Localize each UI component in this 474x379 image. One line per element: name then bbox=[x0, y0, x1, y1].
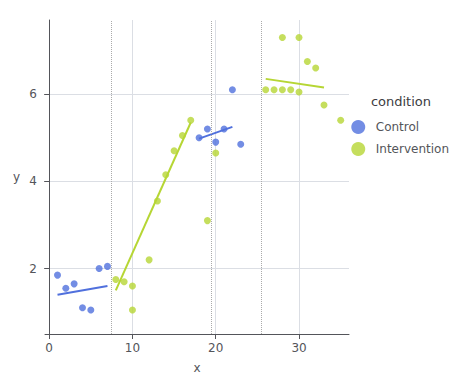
svg-text:0: 0 bbox=[45, 341, 53, 355]
svg-text:6: 6 bbox=[29, 87, 37, 101]
svg-text:20: 20 bbox=[208, 341, 223, 355]
svg-text:30: 30 bbox=[291, 341, 306, 355]
svg-text:condition: condition bbox=[371, 94, 431, 109]
svg-text:x: x bbox=[193, 361, 200, 375]
svg-text:2: 2 bbox=[29, 262, 37, 276]
svg-text:Intervention: Intervention bbox=[376, 142, 449, 156]
svg-text:10: 10 bbox=[125, 341, 140, 355]
svg-text:Control: Control bbox=[376, 120, 419, 134]
svg-text:y: y bbox=[13, 170, 20, 184]
svg-text:4: 4 bbox=[29, 174, 37, 188]
